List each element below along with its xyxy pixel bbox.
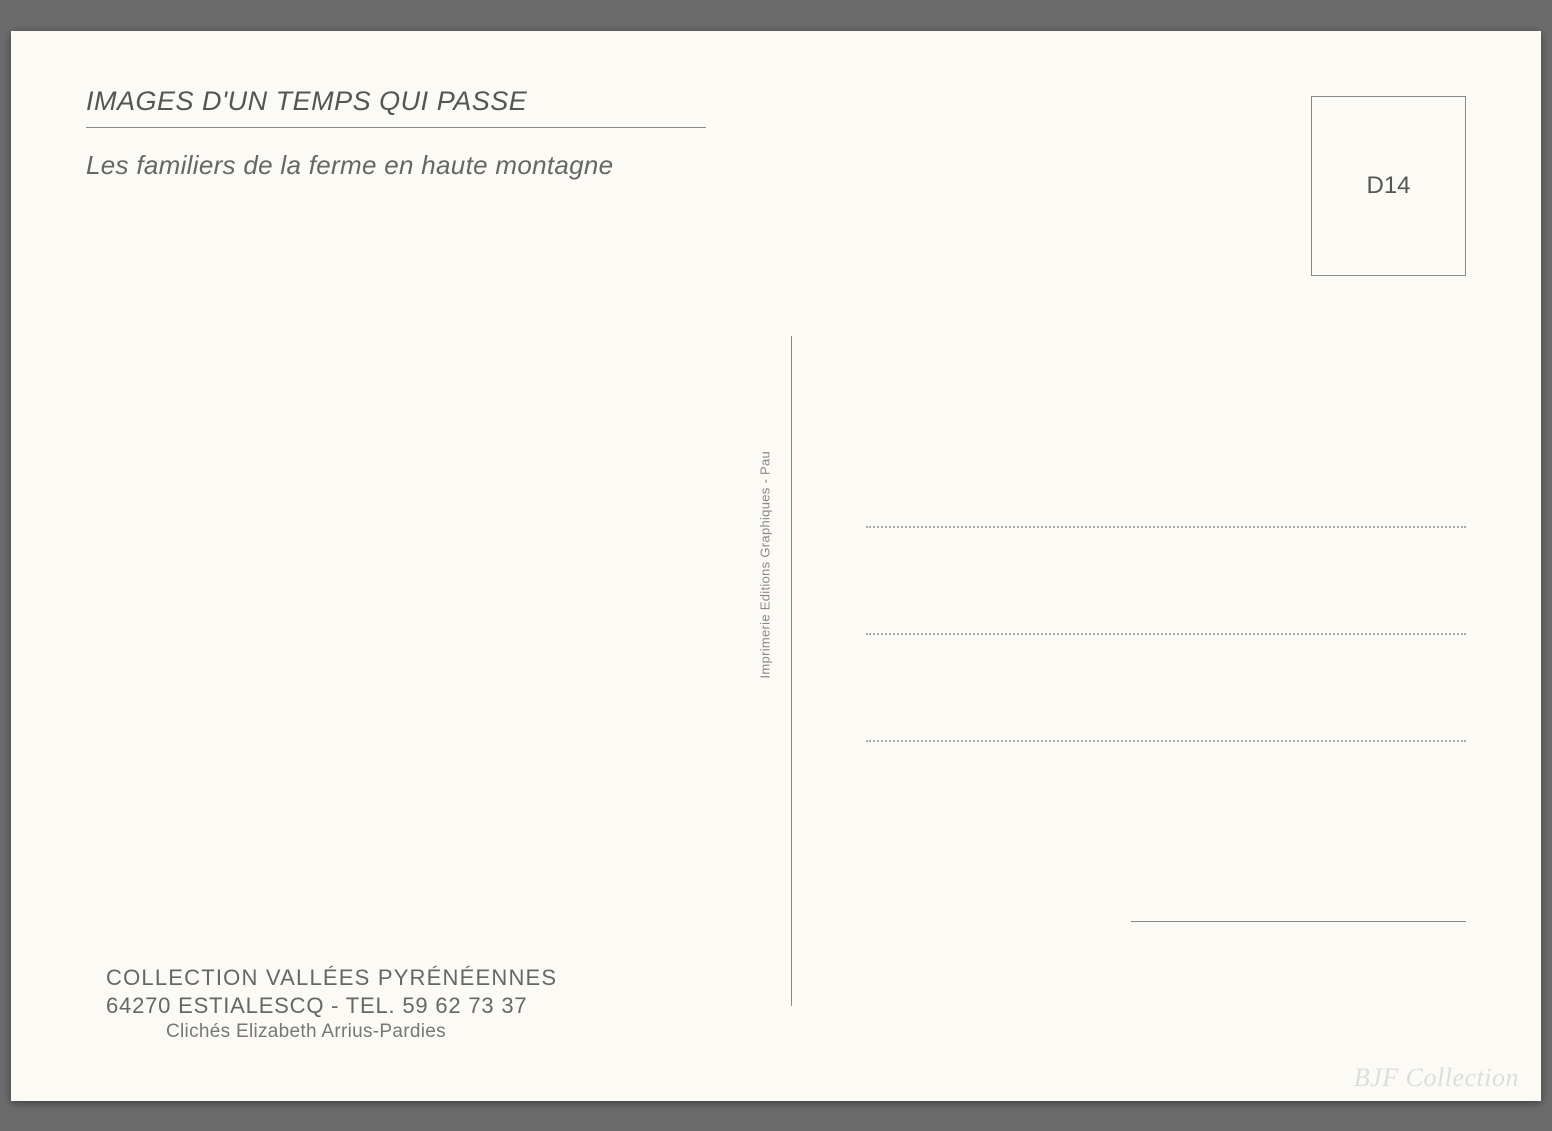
address-line: [866, 526, 1466, 528]
card-subtitle: Les familiers de la ferme en haute monta…: [86, 150, 706, 181]
address-section: [866, 526, 1466, 742]
postcard-wrapper: IMAGES D'UN TEMPS QUI PASSE Les familier…: [11, 31, 1541, 1101]
stamp-placeholder: D14: [1311, 96, 1466, 276]
address-line: [866, 740, 1466, 742]
postal-code-line: [1131, 921, 1466, 922]
title-underline: [86, 127, 706, 128]
series-title: IMAGES D'UN TEMPS QUI PASSE: [86, 86, 706, 127]
postcard-back: IMAGES D'UN TEMPS QUI PASSE Les familier…: [11, 31, 1541, 1101]
address-line: [866, 633, 1466, 635]
center-divider: [791, 336, 792, 1006]
header-section: IMAGES D'UN TEMPS QUI PASSE Les familier…: [86, 86, 706, 181]
publisher-address: 64270 ESTIALESCQ - TEL. 59 62 73 37: [106, 993, 557, 1019]
printer-credit: Imprimerie Editions Graphiques - Pau: [758, 450, 773, 678]
watermark: BJF Collection: [1354, 1063, 1519, 1093]
card-code: D14: [1366, 172, 1410, 200]
photo-credit: Clichés Elizabeth Arrius-Pardies: [166, 1021, 557, 1043]
footer-section: COLLECTION VALLÉES PYRÉNÉENNES 64270 EST…: [106, 965, 557, 1043]
collection-name: COLLECTION VALLÉES PYRÉNÉENNES: [106, 965, 557, 991]
